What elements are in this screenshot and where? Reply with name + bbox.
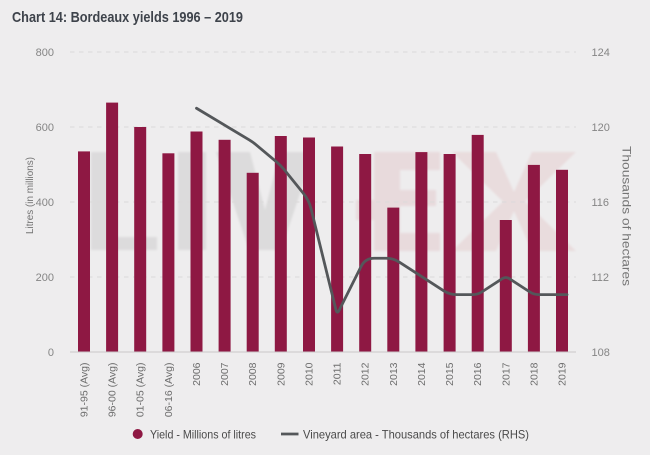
svg-text:2019: 2019: [557, 362, 569, 386]
svg-text:Thousands of hectares: Thousands of hectares: [620, 146, 634, 286]
svg-text:112: 112: [592, 272, 610, 284]
svg-text:2013: 2013: [388, 362, 400, 386]
svg-text:2007: 2007: [219, 362, 231, 386]
svg-text:120: 120: [592, 122, 610, 134]
svg-text:06-16 (Avg): 06-16 (Avg): [163, 363, 175, 418]
svg-text:116: 116: [592, 197, 610, 209]
svg-text:2011: 2011: [332, 362, 344, 385]
svg-text:400: 400: [36, 197, 54, 209]
svg-text:2012: 2012: [360, 362, 372, 386]
svg-text:Yield - Millions of litres: Yield - Millions of litres: [150, 427, 256, 441]
svg-text:0: 0: [48, 347, 54, 359]
svg-text:2018: 2018: [528, 362, 540, 386]
svg-text:2016: 2016: [472, 362, 484, 386]
svg-text:124: 124: [592, 47, 610, 59]
svg-text:2017: 2017: [500, 362, 512, 386]
svg-text:2008: 2008: [247, 362, 259, 386]
svg-text:2010: 2010: [304, 362, 316, 386]
svg-text:200: 200: [36, 272, 54, 284]
svg-text:2015: 2015: [444, 362, 456, 386]
svg-text:96-00 (Avg): 96-00 (Avg): [107, 363, 119, 418]
svg-text:108: 108: [592, 347, 610, 359]
svg-text:2014: 2014: [416, 362, 428, 386]
svg-text:600: 600: [36, 122, 54, 134]
svg-text:800: 800: [36, 47, 54, 59]
svg-text:Vineyard area - Thousands of h: Vineyard area - Thousands of hectares (R…: [303, 427, 529, 441]
svg-text:91-95 (Avg): 91-95 (Avg): [79, 363, 91, 418]
svg-text:2006: 2006: [191, 362, 203, 386]
svg-text:01-05 (Avg): 01-05 (Avg): [135, 363, 147, 418]
svg-text:Chart 14: Bordeaux yields 1996: Chart 14: Bordeaux yields 1996 – 2019: [12, 9, 243, 26]
svg-text:2009: 2009: [275, 362, 287, 386]
svg-text:Litres (in millions): Litres (in millions): [24, 157, 36, 234]
